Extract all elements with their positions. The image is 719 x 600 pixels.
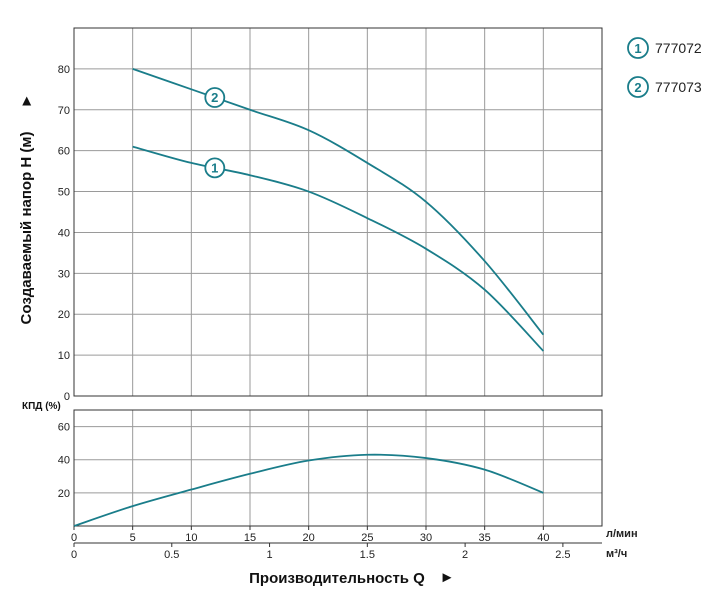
y-tick-label: 70 [58,105,70,117]
efficiency-frame [73,409,603,527]
curve-badge-1: 1 [204,157,226,179]
efficiency-panel: 20 40 60 [58,409,603,527]
y-tick-label: 60 [58,146,70,158]
x-tick-label: 10 [185,532,197,544]
y-axis-title: Создаваемый напор H (м) [18,132,35,325]
x-tick-label: 15 [244,532,256,544]
y-tick-label: 60 [58,422,70,434]
x-axis-arrow: ► [440,569,455,586]
y-tick-label: 40 [58,227,70,239]
legend-item-2: 2 777073 [627,76,702,98]
legend-badge [627,37,649,59]
x-tick-label: 30 [420,532,432,544]
legend-label: 777072 [655,40,702,56]
x-tick-label: 35 [479,532,491,544]
y-tick-label: 10 [58,350,70,362]
legend-badge-number: 2 [634,80,641,95]
x-tick-label: 20 [303,532,315,544]
x2-tick-label: 1.5 [360,549,375,561]
x-tick-label: 5 [130,532,136,544]
x-unit-secondary: м³/ч [606,548,627,560]
y-tick-label: 30 [58,268,70,280]
y-tick-label: 40 [58,455,70,467]
y-tick-label: 50 [58,187,70,199]
head-curve-1 [132,145,544,352]
head-panel: 0 10 20 30 40 50 60 70 80 1 2 [58,27,603,403]
y-tick-label: 80 [58,64,70,76]
y-axis-arrow: ► [18,94,35,109]
legend: 1 777072 2 777073 [627,37,702,98]
badge-number: 1 [211,160,218,175]
y-tick-label: 0 [64,391,70,403]
x-tick-label: 0 [71,532,77,544]
badge-circle [204,157,226,179]
curve-badge-2: 2 [204,87,226,108]
y-tick-label: 20 [58,309,70,321]
x-tick-label: 40 [537,532,549,544]
head-frame [73,27,603,397]
badge-number: 2 [211,90,218,105]
efficiency-label: КПД (%) [22,401,61,412]
efficiency-curve [73,453,544,527]
legend-badge-number: 1 [634,41,641,56]
x2-tick-label: 2 [462,549,468,561]
x-tick-label: 25 [361,532,373,544]
x-unit-primary: л/мин [606,528,638,540]
head-curve-2 [132,68,545,336]
x-axis-title: Производительность Q [249,570,425,587]
x2-tick-label: 0 [71,549,77,561]
badge-circle [204,87,226,108]
legend-badge [627,76,649,98]
x-axis: 0 5 10 15 20 25 30 35 40 0 0.5 1 1.5 2 2.5 [71,526,602,561]
legend-label: 777073 [655,79,702,95]
x2-tick-label: 0.5 [164,549,179,561]
x2-tick-label: 1 [266,549,272,561]
legend-item-1: 1 777072 [627,37,702,59]
x2-tick-label: 2.5 [555,549,570,561]
y-tick-label: 20 [58,488,70,500]
